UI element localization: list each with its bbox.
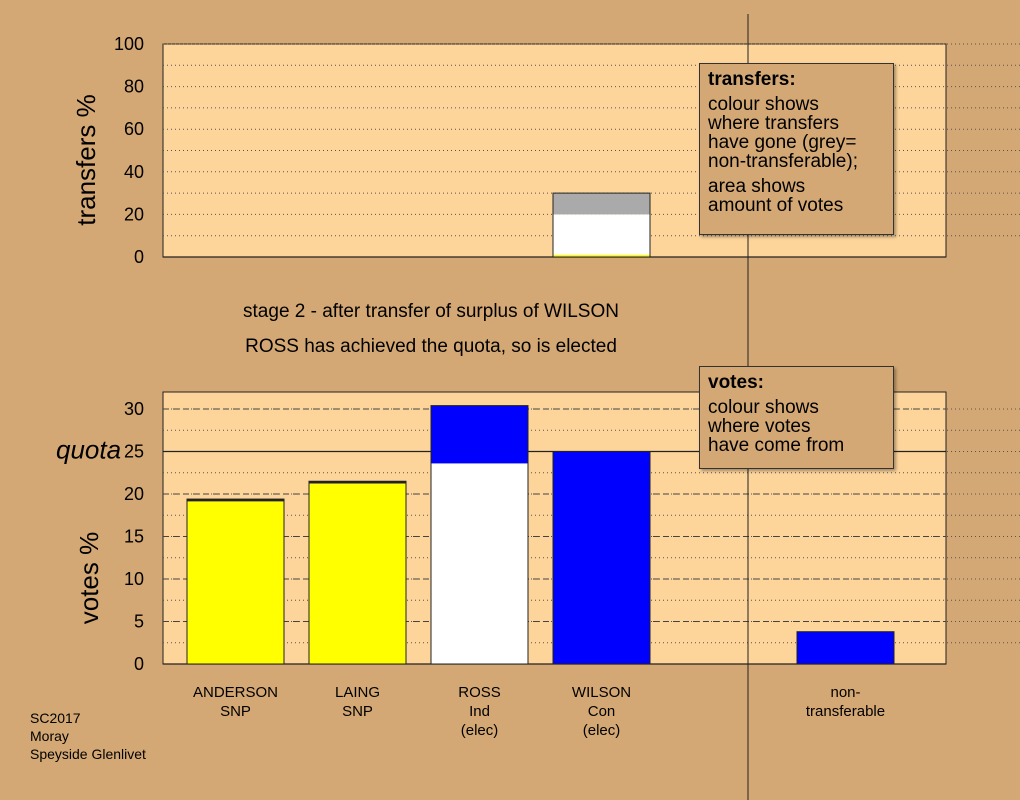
y-tick-label: 0 [134,247,144,267]
y-tick-label: 30 [124,399,144,419]
elected-caption: ROSS has achieved the quota, so is elect… [245,336,617,357]
transfers-info-box: transfers: colour shows where transfers … [699,63,894,235]
category-label: Con [588,703,616,720]
stage-caption: stage 2 - after transfer of surplus of W… [243,301,619,322]
footer: SC2017 Moray Speyside Glenlivet [30,710,146,762]
y-tick-label: 15 [124,527,144,547]
transfers-info-line: amount of votes [708,195,844,216]
y-tick-label: 60 [124,119,144,139]
votes-bars [186,405,895,665]
y-tick-label: 40 [124,162,144,182]
bar-segment [553,254,650,257]
y-tick-label: 80 [124,77,144,97]
category-label: SNP [220,703,251,720]
footer-line-1: SC2017 [30,710,81,726]
category-label: (elec) [583,722,621,739]
bar-outline [552,192,651,258]
bar-segment [797,631,894,664]
bar-segment [187,501,284,664]
bar-segment [431,463,528,664]
quota-label: quota [56,435,121,465]
transfers-info-line: area shows [708,176,806,197]
category-label: WILSON [572,684,631,701]
bar-segment [309,483,406,664]
category-label: ANDERSON [193,684,278,701]
footer-line-3: Speyside Glenlivet [30,746,146,762]
category-label: Ind [469,703,490,720]
votes-info-box: votes: colour shows where votes have com… [699,366,894,469]
bar-outline [552,451,651,665]
transfers-bars [552,192,651,258]
bar-segment [553,451,650,664]
votes-info-line: colour shows [708,397,819,418]
category-label: ROSS [458,684,501,701]
votes-category-labels: ANDERSON SNP LAING SNP ROSS Ind (elec) WILSON Co… [193,684,885,739]
votes-y-axis-label: votes % [74,532,104,625]
transfers-info-line: non-transferable); [708,151,858,172]
y-tick-label: 5 [134,612,144,632]
votes-info-heading: votes: [708,372,764,393]
category-label: (elec) [461,722,499,739]
category-label: transferable [806,703,885,720]
votes-info-line: where votes [708,416,811,437]
category-label: LAING [335,684,380,701]
bar-outline [796,631,895,665]
y-tick-label: 100 [114,34,144,54]
y-tick-label: 10 [124,569,144,589]
footer-line-2: Moray [30,728,69,744]
y-tick-label: 25 [124,442,144,462]
transfers-y-ticks: 0 20 40 60 80 100 [114,34,144,267]
category-label: SNP [342,703,373,720]
y-tick-label: 20 [124,204,144,224]
transfers-y-axis-label: transfers % [71,94,101,226]
bar-outline [430,405,529,665]
bar-segment [431,405,528,464]
category-label: non- [830,684,860,701]
transfers-info-line: colour shows [708,94,819,115]
y-tick-label: 0 [134,654,144,674]
bar-segment [553,214,650,255]
transfers-info-line: have gone (grey= [708,132,857,153]
bar-segment [553,193,650,215]
transfers-info-line: where transfers [708,113,839,134]
y-tick-label: 20 [124,484,144,504]
transfers-info-heading: transfers: [708,69,796,90]
votes-info-line: have come from [708,435,845,456]
